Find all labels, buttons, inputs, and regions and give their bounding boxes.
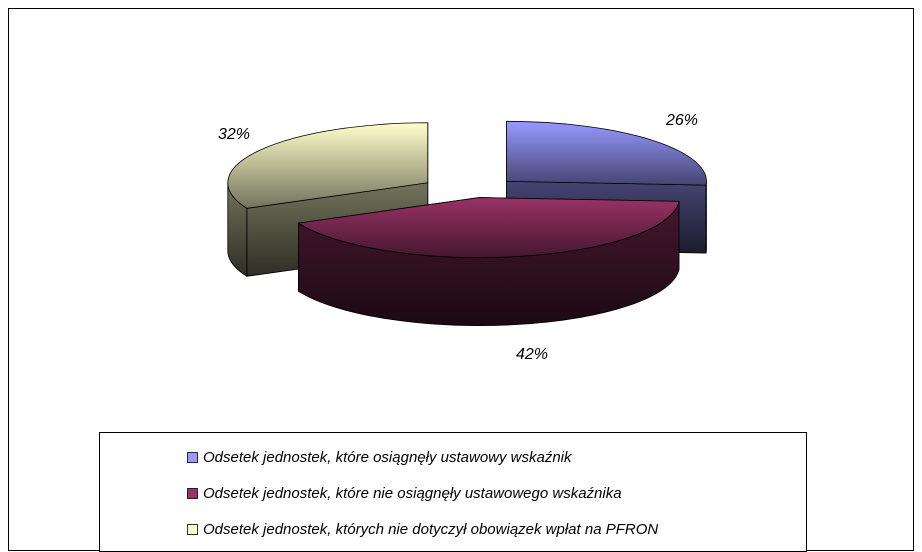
legend-box bbox=[99, 432, 807, 552]
legend-label: Odsetek jednostek, których nie dotyczył … bbox=[203, 521, 658, 538]
data-label: 32% bbox=[218, 126, 250, 143]
slice-top bbox=[227, 122, 429, 209]
pie-slice bbox=[227, 122, 429, 278]
slice-top bbox=[506, 120, 707, 186]
data-label: 42% bbox=[516, 346, 548, 363]
legend-swatch bbox=[187, 488, 198, 499]
pie-slice bbox=[297, 197, 680, 326]
legend-swatch bbox=[187, 452, 198, 463]
legend-label: Odsetek jednostek, które nie osiągnęły u… bbox=[203, 485, 622, 502]
legend-label: Odsetek jednostek, które osiągnęły ustaw… bbox=[203, 449, 573, 466]
legend-swatch bbox=[187, 524, 198, 535]
slice-top bbox=[297, 197, 680, 258]
data-label: 26% bbox=[665, 112, 698, 129]
